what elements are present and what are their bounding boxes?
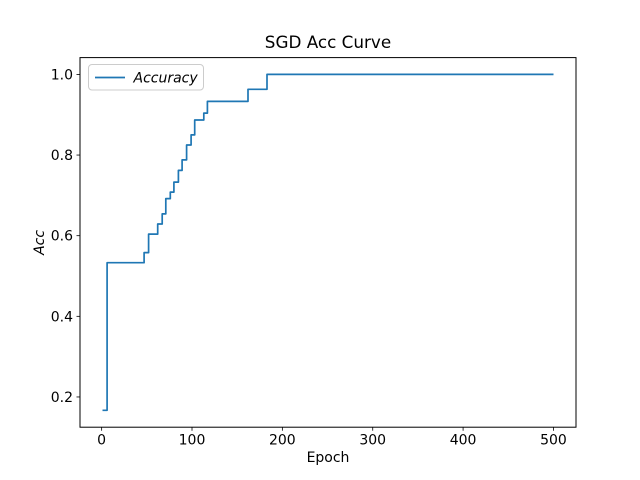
accuracy-line <box>102 73 554 412</box>
y-tick-label: 1.0 <box>51 67 73 83</box>
x-tick-label: 200 <box>269 433 296 449</box>
x-axis-label: Epoch <box>307 450 350 466</box>
x-tick-label: 500 <box>540 433 567 449</box>
y-tick-label: 0.4 <box>51 309 73 325</box>
y-tick-label: 0.2 <box>51 390 73 406</box>
plot-title: SGD Acc Curve <box>265 32 391 52</box>
x-tick-label: 400 <box>450 433 477 449</box>
x-tick-label: 300 <box>359 433 386 449</box>
y-tick-label: 0.8 <box>51 148 73 164</box>
plot-area <box>79 57 577 428</box>
y-tick-label: 0.6 <box>51 229 73 245</box>
x-tick-label: 100 <box>179 433 206 449</box>
legend: Accuracy <box>88 64 204 91</box>
x-axis: 0 100 200 300 400 500 <box>97 427 567 449</box>
legend-label: Accuracy <box>133 71 199 87</box>
legend-box <box>88 64 204 91</box>
x-tick-label: 0 <box>97 433 106 449</box>
y-axis: 0.2 0.4 0.6 0.8 1.0 <box>51 67 80 406</box>
y-axis-label: Acc <box>32 230 48 256</box>
